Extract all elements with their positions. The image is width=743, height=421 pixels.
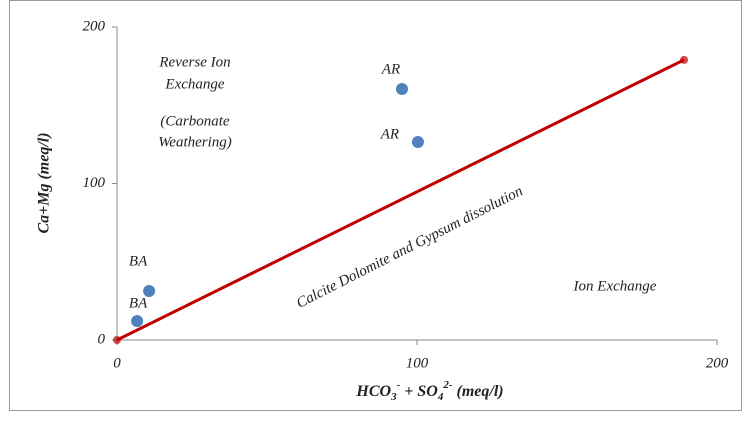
point [131, 315, 144, 328]
point-label: AR [381, 61, 400, 77]
x-axis-title-part: HCO [355, 383, 391, 400]
x-tick-label: 100 [406, 355, 429, 371]
x-axis-title-part: 2- [442, 379, 453, 391]
x-tick-label: 200 [706, 355, 729, 371]
point-label: AR [380, 126, 399, 142]
chart-frame [9, 0, 742, 411]
annotation: Weathering) [158, 134, 232, 150]
point-label: BA [129, 296, 148, 312]
line-end [113, 336, 121, 344]
point [396, 82, 408, 95]
x-axis-title-part: + SO [400, 383, 438, 400]
point [143, 285, 156, 298]
annotation: Calcite Dolomite and Gypsum dissolution [294, 183, 525, 312]
annotation: Exchange [164, 76, 224, 92]
y-tick-label: 0 [98, 331, 106, 347]
fit-line [116, 58, 685, 342]
annotation: (Carbonate [160, 113, 230, 129]
y-tick-label: 100 [83, 175, 106, 191]
x-axis-title-part: 3 [390, 391, 397, 403]
point [411, 136, 424, 149]
x-axis-title-part: 4 [437, 391, 444, 403]
line-end [680, 55, 688, 64]
x-tick-label: 0 [113, 355, 121, 371]
annotation: Ion Exchange [573, 278, 657, 294]
x-axis-title-part: (meq/l) [453, 383, 504, 400]
y-tick-label: 200 [83, 18, 106, 34]
x-axis-title: HCO3- + SO42- (meq/l) [355, 379, 503, 403]
y-axis-title: Ca+Mg (meq/l) [36, 132, 53, 233]
annotation: Reverse Ion [158, 54, 230, 70]
x-axis-title-part: - [397, 379, 401, 391]
point-label: BA [129, 253, 148, 269]
